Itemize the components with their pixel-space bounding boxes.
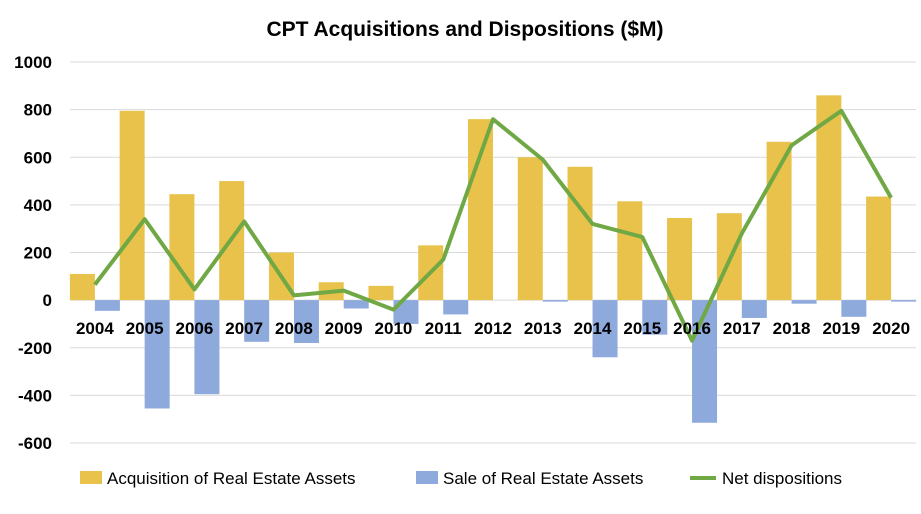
- x-tick-label: 2008: [275, 319, 313, 338]
- bar-sale-2013: [542, 300, 568, 302]
- y-tick-label: -200: [18, 339, 52, 358]
- bar-acquisition-2020: [866, 196, 892, 301]
- bar-sale-2016: [692, 300, 718, 423]
- bar-acquisition-2014: [567, 166, 593, 301]
- chart-title: CPT Acquisitions and Dispositions ($M): [266, 18, 663, 41]
- x-tick-label: 2016: [673, 319, 711, 338]
- bar-sale-2015: [642, 300, 668, 335]
- x-tick-label: 2007: [225, 319, 263, 338]
- y-tick-label: 800: [24, 101, 52, 120]
- bar-sale-2009: [343, 300, 369, 309]
- y-axis-ticks: -600 -400 -200 0 200 400 600 800 1000: [14, 53, 52, 453]
- bar-acquisition-2013: [517, 157, 543, 301]
- bar-acquisition-2010: [368, 285, 394, 301]
- x-tick-label: 2011: [425, 319, 462, 338]
- bar-sale-2004: [94, 300, 120, 311]
- x-tick-label: 2005: [126, 319, 164, 338]
- bar-sale-2011: [443, 300, 469, 315]
- y-tick-label: 600: [24, 148, 52, 167]
- bar-sale-2014: [592, 300, 618, 358]
- x-tick-label: 2012: [474, 319, 512, 338]
- bar-acquisition-2004: [69, 273, 95, 301]
- legend-swatch-sale: [416, 471, 438, 484]
- bar-acquisition-2005: [119, 110, 145, 301]
- bar-acquisition-2012: [468, 119, 493, 301]
- x-tick-label: 2010: [375, 319, 413, 338]
- bar-sale-2008: [293, 300, 319, 343]
- bar-sale-2017: [741, 300, 767, 318]
- bar-layer: [69, 95, 917, 423]
- x-tick-label: 2017: [723, 319, 761, 338]
- x-tick-label: 2014: [574, 319, 612, 338]
- legend-label-net: Net dispositions: [722, 469, 842, 488]
- y-tick-label: 200: [24, 244, 52, 263]
- legend: Acquisition of Real Estate Assets Sale of…: [80, 469, 842, 488]
- x-tick-label: 2019: [822, 319, 860, 338]
- x-tick-label: 2018: [773, 319, 811, 338]
- line-net-dispositions: [93, 108, 893, 343]
- x-tick-label: 2006: [175, 319, 213, 338]
- y-tick-label: -400: [18, 386, 52, 405]
- y-tick-label: 400: [24, 196, 52, 215]
- bar-sale-2006: [194, 300, 220, 395]
- bar-acquisition-2015: [617, 201, 643, 301]
- y-tick-label: -600: [18, 434, 52, 453]
- line-layer: [93, 108, 893, 343]
- y-tick-label: 0: [43, 291, 52, 310]
- bar-sale-2020: [891, 300, 917, 302]
- bar-acquisition-2019: [816, 95, 842, 301]
- bar-sale-2007: [244, 300, 270, 342]
- x-tick-label: 2015: [623, 319, 661, 338]
- bar-sale-2018: [791, 300, 817, 304]
- legend-label-acquisition: Acquisition of Real Estate Assets: [107, 469, 356, 488]
- x-tick-label: 2013: [524, 319, 562, 338]
- x-tick-label: 2004: [76, 319, 114, 338]
- legend-label-sale: Sale of Real Estate Assets: [443, 469, 643, 488]
- bar-sale-2005: [144, 300, 170, 409]
- x-tick-label: 2020: [872, 319, 910, 338]
- x-tick-label: 2009: [325, 319, 363, 338]
- x-axis-ticks: 2004 2005 2006 2007 2008 2009 2010 2011 2012 2013…: [76, 319, 910, 338]
- y-tick-label: 1000: [14, 53, 52, 72]
- legend-swatch-acquisition: [80, 471, 102, 484]
- bar-sale-2019: [841, 300, 867, 317]
- bar-acquisition-2016: [667, 217, 693, 301]
